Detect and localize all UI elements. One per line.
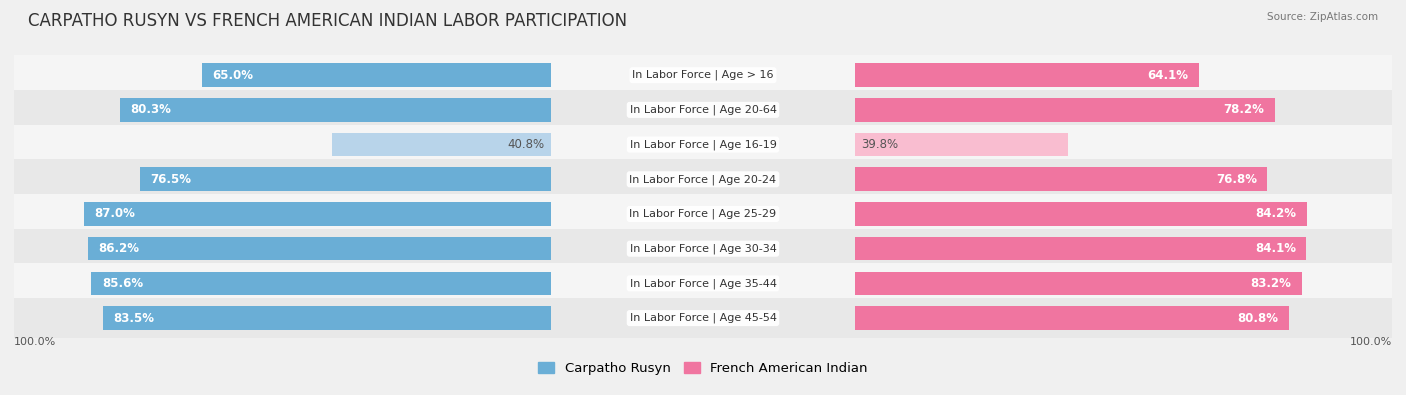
Bar (141, 167, 551, 191)
Text: 78.2%: 78.2% (1223, 103, 1264, 117)
Bar (855, 167, 1267, 191)
Bar (7, 229, 1399, 269)
Bar (7, 124, 1399, 165)
Text: 87.0%: 87.0% (94, 207, 135, 220)
Bar (855, 237, 1306, 260)
Text: 83.2%: 83.2% (1250, 277, 1291, 290)
Text: 84.2%: 84.2% (1256, 207, 1296, 220)
Text: 39.8%: 39.8% (862, 138, 898, 151)
Legend: Carpatho Rusyn, French American Indian: Carpatho Rusyn, French American Indian (533, 356, 873, 380)
Text: In Labor Force | Age 20-64: In Labor Force | Age 20-64 (630, 105, 776, 115)
Text: Source: ZipAtlas.com: Source: ZipAtlas.com (1267, 12, 1378, 22)
Text: 80.3%: 80.3% (131, 103, 172, 117)
Text: 80.8%: 80.8% (1237, 312, 1278, 325)
Bar (855, 202, 1308, 226)
Bar (855, 272, 1302, 295)
Text: In Labor Force | Age 16-19: In Labor Force | Age 16-19 (630, 139, 776, 150)
Text: In Labor Force | Age 30-34: In Labor Force | Age 30-34 (630, 243, 776, 254)
Text: In Labor Force | Age 25-29: In Labor Force | Age 25-29 (630, 209, 776, 219)
Text: 65.0%: 65.0% (212, 69, 253, 82)
Bar (7, 194, 1399, 234)
Text: 84.1%: 84.1% (1256, 242, 1296, 255)
Bar (120, 98, 551, 122)
Text: In Labor Force | Age 20-24: In Labor Force | Age 20-24 (630, 174, 776, 184)
Text: CARPATHO RUSYN VS FRENCH AMERICAN INDIAN LABOR PARTICIPATION: CARPATHO RUSYN VS FRENCH AMERICAN INDIAN… (28, 12, 627, 30)
Text: 64.1%: 64.1% (1147, 69, 1188, 82)
Bar (103, 306, 551, 330)
Bar (7, 159, 1399, 199)
Bar (84, 202, 551, 226)
Text: 100.0%: 100.0% (1350, 337, 1392, 346)
Bar (332, 133, 551, 156)
Text: 85.6%: 85.6% (101, 277, 143, 290)
Bar (855, 63, 1199, 87)
Bar (7, 55, 1399, 95)
Bar (89, 237, 551, 260)
Text: In Labor Force | Age 35-44: In Labor Force | Age 35-44 (630, 278, 776, 289)
Text: 40.8%: 40.8% (508, 138, 544, 151)
Text: In Labor Force | Age 45-54: In Labor Force | Age 45-54 (630, 313, 776, 324)
Bar (855, 133, 1069, 156)
Bar (855, 306, 1289, 330)
Bar (855, 98, 1275, 122)
Bar (7, 263, 1399, 303)
Bar (202, 63, 551, 87)
Text: 86.2%: 86.2% (98, 242, 139, 255)
Text: 83.5%: 83.5% (112, 312, 155, 325)
Bar (7, 298, 1399, 338)
Text: 100.0%: 100.0% (14, 337, 56, 346)
Text: In Labor Force | Age > 16: In Labor Force | Age > 16 (633, 70, 773, 81)
Bar (91, 272, 551, 295)
Text: 76.8%: 76.8% (1216, 173, 1257, 186)
Bar (7, 90, 1399, 130)
Text: 76.5%: 76.5% (150, 173, 191, 186)
